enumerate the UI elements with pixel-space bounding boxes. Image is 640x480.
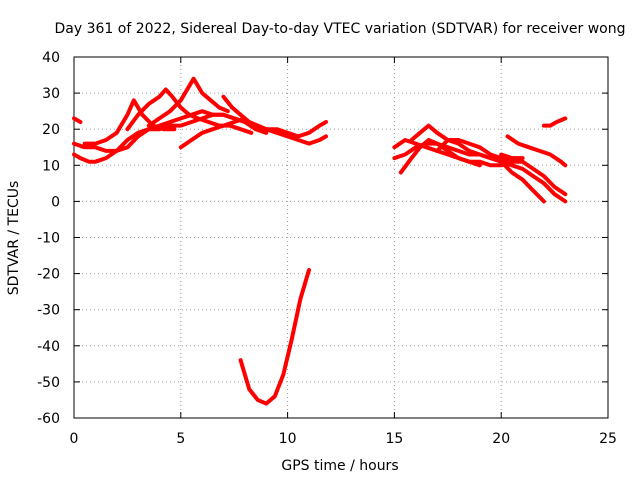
grid-lines [74, 57, 608, 418]
y-tick-label: 30 [42, 86, 60, 102]
series-line-arc-1 [72, 112, 247, 164]
y-tick-label: 20 [42, 122, 60, 138]
series-line-arc-15 [505, 134, 568, 168]
y-tick-label: 40 [42, 50, 60, 66]
series-line-arc-5 [146, 76, 230, 128]
series-line-arc-12 [398, 138, 482, 175]
y-tick-label: -40 [37, 339, 60, 355]
data-series [72, 76, 568, 406]
series-line-arc-16 [499, 159, 568, 204]
y-tick-label: 0 [51, 194, 60, 210]
series-line-arc-4 [125, 87, 254, 135]
series-line-arc-17 [499, 152, 568, 197]
y-tick-label: -50 [37, 375, 60, 391]
y-tick-label: -60 [37, 411, 60, 427]
x-tick-label: 0 [70, 431, 79, 447]
y-tick-label: -20 [37, 267, 60, 283]
series-line-arc-3 [82, 98, 177, 146]
x-tick-label: 10 [279, 431, 297, 447]
series-line-arc-6 [178, 116, 247, 150]
series-line-arc-8 [242, 120, 328, 139]
y-tick-label: 10 [42, 158, 60, 174]
series-line-arc-2 [72, 109, 269, 153]
series-line-arc-20 [72, 116, 83, 124]
x-tick-label: 20 [492, 431, 510, 447]
y-tick-label: -30 [37, 303, 60, 319]
series-line-arc-19 [541, 116, 568, 128]
y-axis-label: SDTVAR / TECUs [6, 181, 22, 296]
x-tick-label: 5 [176, 431, 185, 447]
x-tick-label: 25 [599, 431, 617, 447]
axis-ticks: 0 5 10 15 20 25 -60 -50 -40 -30 -20 -10 0 10 20 30 40 [37, 50, 617, 447]
x-tick-label: 15 [385, 431, 403, 447]
series-line-arc-9 [238, 268, 311, 406]
series-line-arc-14 [435, 138, 514, 164]
y-tick-label: -10 [37, 231, 60, 247]
chart-title: Day 361 of 2022, Sidereal Day-to-day VTE… [55, 21, 626, 37]
x-axis-label: GPS time / hours [281, 458, 398, 474]
series-line-arc-18 [488, 156, 546, 204]
